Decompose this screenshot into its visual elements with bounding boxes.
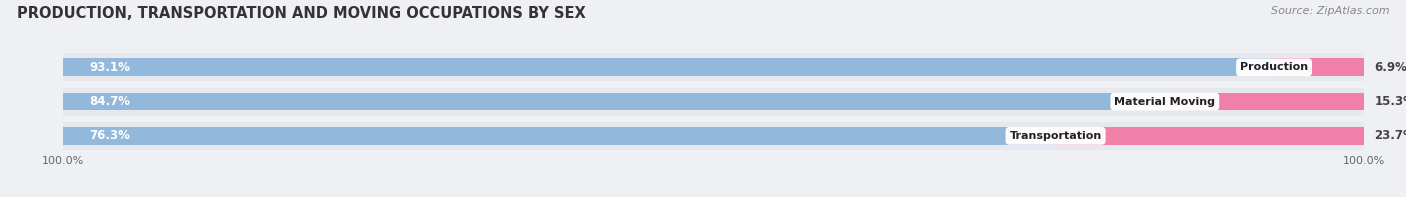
- Text: Material Moving: Material Moving: [1115, 97, 1215, 107]
- Legend: Male, Female: Male, Female: [651, 194, 776, 197]
- Text: Production: Production: [1240, 62, 1308, 72]
- Bar: [63, 127, 1056, 145]
- Bar: [63, 53, 1364, 81]
- Bar: [63, 59, 1274, 76]
- Bar: [1274, 59, 1364, 76]
- Text: PRODUCTION, TRANSPORTATION AND MOVING OCCUPATIONS BY SEX: PRODUCTION, TRANSPORTATION AND MOVING OC…: [17, 6, 586, 21]
- Text: 6.9%: 6.9%: [1374, 61, 1406, 74]
- Text: 84.7%: 84.7%: [90, 95, 131, 108]
- Bar: [63, 93, 1164, 111]
- Text: 76.3%: 76.3%: [90, 129, 131, 142]
- Bar: [1056, 127, 1364, 145]
- Text: 15.3%: 15.3%: [1374, 95, 1406, 108]
- Text: 93.1%: 93.1%: [90, 61, 131, 74]
- Text: Transportation: Transportation: [1010, 131, 1102, 141]
- Bar: [1164, 93, 1364, 111]
- Bar: [63, 122, 1364, 150]
- Bar: [63, 87, 1364, 116]
- Text: Source: ZipAtlas.com: Source: ZipAtlas.com: [1271, 6, 1389, 16]
- Text: 23.7%: 23.7%: [1374, 129, 1406, 142]
